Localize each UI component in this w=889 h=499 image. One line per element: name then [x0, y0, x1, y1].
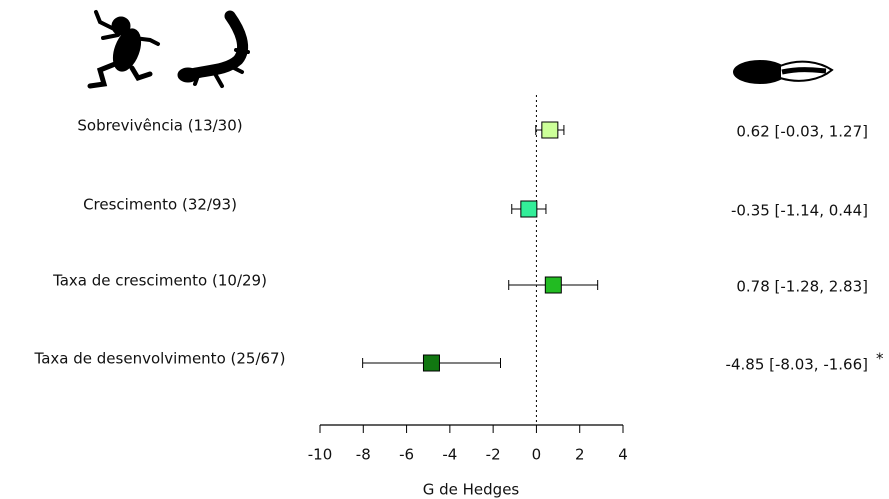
value-label: -0.35 [-1.14, 0.44]	[731, 202, 868, 220]
value-label: 0.78 [-1.28, 2.83]	[736, 278, 868, 296]
tadpole-icon	[733, 60, 832, 84]
row-label: Taxa de desenvolvimento (25/67)	[34, 350, 286, 368]
x-tick-label: -6	[399, 446, 414, 464]
row-label: Crescimento (32/93)	[83, 196, 237, 214]
estimate-box	[423, 355, 439, 371]
x-axis-label: G de Hedges	[423, 481, 520, 499]
row-label: Taxa de crescimento (10/29)	[52, 272, 267, 290]
x-tick-label: -8	[356, 446, 371, 464]
estimate-box	[542, 122, 558, 138]
x-tick-label: 2	[575, 446, 585, 464]
x-tick-label: 4	[618, 446, 628, 464]
frog-icon	[90, 12, 158, 86]
value-label: 0.62 [-0.03, 1.27]	[736, 123, 868, 141]
row-label: Sobrevivência (13/30)	[77, 117, 242, 135]
x-tick-label: -2	[486, 446, 501, 464]
salamander-icon	[178, 16, 248, 86]
estimate-box	[521, 201, 537, 217]
chart: G de Hedges -10 -8 -6 -4 -2 0 2 4 Sobrevivência …	[0, 0, 889, 499]
x-tick-label: 0	[532, 446, 542, 464]
x-tick-label: -4	[442, 446, 457, 464]
estimate-box	[545, 277, 561, 293]
value-label: -4.85 [-8.03, -1.66]	[726, 356, 868, 374]
x-tick-label: -10	[308, 446, 333, 464]
significance-mark: *	[876, 350, 884, 368]
